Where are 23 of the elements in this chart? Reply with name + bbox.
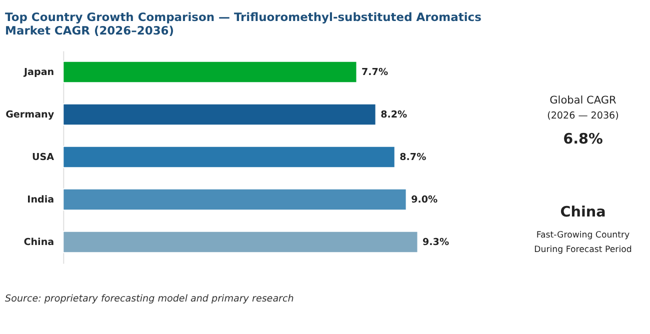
text: 6.8%	[563, 132, 603, 148]
bar	[62, 103, 376, 126]
y-tick-label: Germany	[6, 109, 55, 120]
bar	[62, 146, 396, 168]
bar	[62, 188, 407, 211]
chart-title: Top Country Growth Comparison — Trifluoromethyl-substituted Aromatics Market CAGR (2026–2036)	[5, 10, 482, 38]
text: (2026 — 2036)	[547, 110, 619, 122]
data-label: 9.0%	[411, 194, 438, 206]
text: Global CAGR	[550, 94, 616, 106]
bar	[62, 60, 358, 84]
y-tick-label: India	[27, 194, 54, 206]
text: China	[560, 204, 606, 220]
text: During Forecast Period	[534, 244, 632, 255]
y-tick-label: Japan	[22, 66, 54, 78]
data-label: 9.3%	[422, 236, 450, 248]
y-tick-label: China	[24, 236, 54, 248]
data-label: 8.7%	[400, 152, 427, 163]
data-label: 8.2%	[380, 109, 408, 120]
source-note: Source: proprietary forecasting model and primary research	[5, 294, 294, 305]
bar	[62, 230, 418, 254]
text: Fast-Growing Country	[536, 230, 630, 240]
y-tick-label: USA	[32, 152, 55, 163]
data-label: 7.7%	[362, 66, 388, 78]
